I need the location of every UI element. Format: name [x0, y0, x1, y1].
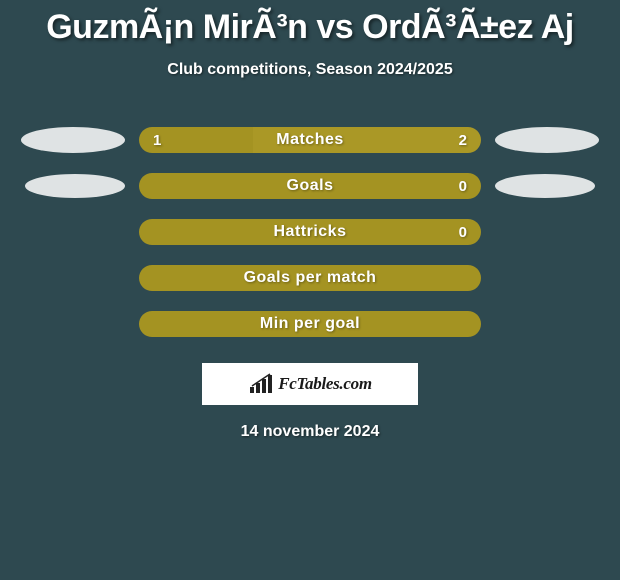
stat-bar: 0Hattricks [139, 219, 481, 245]
stat-row: Goals per match [0, 255, 620, 301]
stat-row: 12Matches [0, 117, 620, 163]
logo-text: FcTables.com [278, 374, 372, 394]
stat-row: Min per goal [0, 301, 620, 347]
snapshot-date: 14 november 2024 [0, 423, 620, 441]
stat-bar: Min per goal [139, 311, 481, 337]
logo-box: FcTables.com [202, 363, 418, 405]
stat-label: Matches [139, 131, 481, 149]
stat-bar: Goals per match [139, 265, 481, 291]
player-badge-left [21, 127, 125, 153]
player-badge-right [495, 127, 599, 153]
stat-row: 0Hattricks [0, 209, 620, 255]
player-badge-left [25, 174, 125, 198]
stat-label: Hattricks [139, 223, 481, 241]
stat-label: Goals per match [139, 269, 481, 287]
comparison-title: GuzmÃ¡n MirÃ³n vs OrdÃ³Ã±ez Aj [0, 0, 620, 47]
player-badge-right [495, 174, 595, 198]
comparison-subtitle: Club competitions, Season 2024/2025 [0, 61, 620, 79]
stat-bar: 12Matches [139, 127, 481, 153]
stat-label: Goals [139, 177, 481, 195]
stat-rows: 12Matches 0Goals 0Hattricks Goals per match… [0, 117, 620, 347]
stat-row: 0Goals [0, 163, 620, 209]
chart-icon [248, 373, 274, 395]
stat-label: Min per goal [139, 315, 481, 333]
stat-bar: 0Goals [139, 173, 481, 199]
